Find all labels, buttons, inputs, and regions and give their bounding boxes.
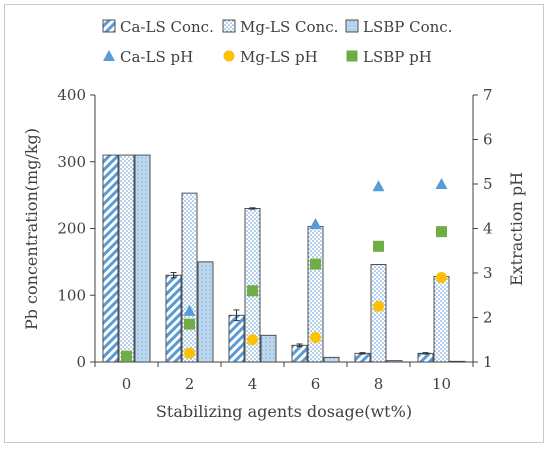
right-y-tick-label: 7 — [483, 86, 493, 104]
bar — [118, 154, 135, 363]
legend-marker — [346, 50, 358, 62]
legend-label: Ca-LS pH — [120, 48, 193, 66]
x-tick-label: 8 — [374, 375, 384, 393]
x-tick-label: 10 — [432, 375, 451, 393]
left-y-ticks: 0 100 200 300 400 — [57, 86, 95, 371]
point — [436, 271, 447, 283]
point — [184, 318, 195, 330]
x-tick-label: 4 — [248, 375, 258, 393]
chart-frame — [4, 4, 544, 443]
x-ticks: 0 2 4 6 8 10 — [94, 362, 474, 393]
y-axis-title: Pb concentration(mg/kg) — [22, 128, 41, 330]
x-tick-label: 6 — [311, 375, 321, 393]
legend-marker — [223, 50, 235, 62]
bar — [386, 360, 403, 363]
bar — [449, 360, 466, 363]
point — [247, 334, 258, 346]
bar — [165, 274, 182, 363]
bar — [417, 352, 434, 363]
x-tick-label: 2 — [185, 375, 195, 393]
right-y-tick-label: 3 — [483, 264, 493, 282]
legend-marker — [103, 50, 115, 61]
left-y-tick-label: 400 — [57, 86, 86, 104]
right-y-tick-label: 5 — [483, 175, 493, 193]
points — [121, 178, 448, 362]
bar — [197, 261, 214, 363]
left-y-tick-label: 200 — [57, 220, 86, 238]
legend-label: Mg-LS Conc. — [240, 18, 338, 36]
point — [436, 226, 447, 238]
x-tick-label: 0 — [122, 375, 132, 393]
bar — [260, 334, 277, 363]
bars — [102, 154, 466, 363]
point — [373, 300, 384, 312]
left-y-tick-label: 0 — [76, 353, 86, 371]
legend: Ca-LS Conc. Mg-LS Conc. LSBP Conc. Ca-LS pH… — [102, 18, 452, 66]
legend-swatch — [102, 19, 116, 33]
bar — [102, 154, 119, 363]
point — [183, 304, 196, 316]
legend-label: LSBP Conc. — [363, 18, 452, 36]
bar — [370, 264, 387, 363]
point — [310, 332, 321, 344]
bar — [134, 154, 151, 363]
right-y-tick-label: 1 — [483, 353, 493, 371]
point — [309, 218, 322, 230]
bar — [323, 356, 340, 363]
legend-label: Mg-LS pH — [240, 48, 318, 66]
bar — [291, 344, 308, 363]
point — [310, 258, 321, 270]
point — [435, 178, 448, 189]
legend-label: Ca-LS Conc. — [120, 18, 214, 36]
right-y-tick-label: 4 — [483, 220, 493, 238]
legend-label: LSBP pH — [363, 48, 432, 66]
bar — [228, 314, 245, 363]
point — [184, 347, 195, 359]
point — [121, 350, 132, 362]
x-axis-title: Stabilizing agents dosage(wt%) — [156, 402, 412, 421]
right-y-tick-label: 2 — [483, 309, 493, 327]
point — [373, 240, 384, 252]
bar — [354, 352, 371, 363]
left-y-tick-label: 300 — [57, 153, 86, 171]
left-y-tick-label: 100 — [57, 286, 86, 304]
point — [247, 285, 258, 297]
legend-swatch — [222, 19, 236, 33]
legend-swatch — [345, 19, 359, 33]
right-y-ticks: 1 2 3 4 5 6 7 — [473, 86, 493, 371]
bar — [433, 276, 450, 363]
point — [372, 180, 385, 192]
bar — [181, 192, 198, 363]
y2-axis-title: Extraction pH — [507, 172, 526, 286]
right-y-tick-label: 6 — [483, 131, 493, 149]
